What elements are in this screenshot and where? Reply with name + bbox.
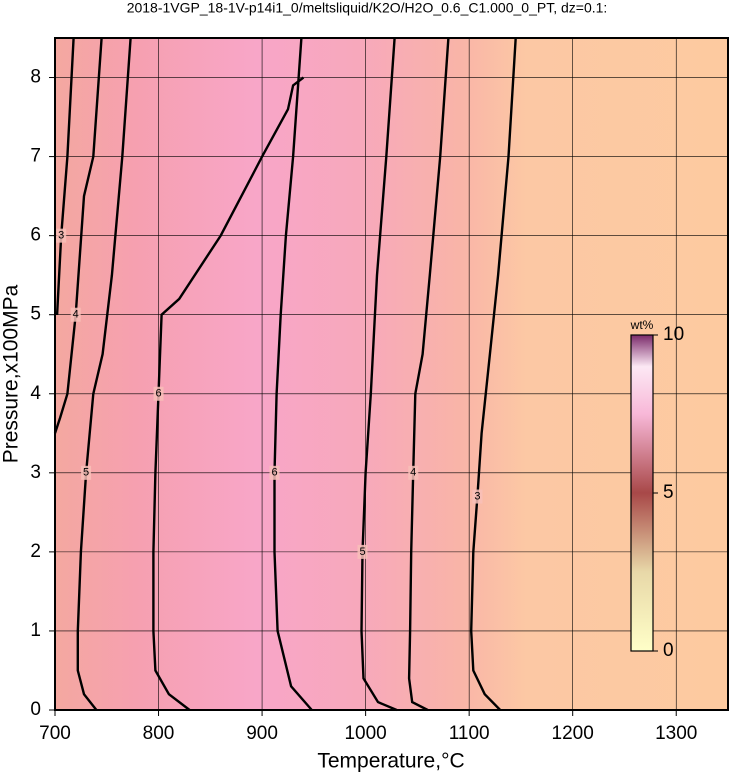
contour-line [55,37,75,315]
contour-line [273,37,313,711]
contour-label: 3 [58,230,64,242]
contour-label: 5 [359,546,365,558]
x-tick-label: 700 [39,723,71,744]
contour-label-bg [56,228,67,243]
x-tick-label: 1000 [344,723,386,744]
contour-label-bg [153,386,164,401]
y-tick-label: 1 [30,620,41,641]
contour-label: 4 [73,309,79,321]
y-tick-label: 0 [30,699,41,720]
x-tick-label: 1100 [449,723,490,744]
contour-label: 3 [474,490,480,502]
contour-label-bg [70,307,81,322]
y-tick-label: 8 [30,67,41,88]
chart-title: 2018-1VGP_18-1V-p14i1_0/meltsliquid/K2O/… [127,0,608,16]
contour-label-bg [408,465,419,480]
x-tick-label: 800 [143,723,175,744]
y-tick-label: 3 [30,462,41,483]
y-tick-label: 4 [30,383,41,404]
y-tick-label: 6 [30,225,41,246]
contour-label-bg [81,465,92,480]
contour-label-bg [472,489,483,504]
colorbar [630,334,654,652]
x-tick-label: 1200 [552,723,594,744]
y-axis-label: Pressure,x100MPa [0,284,23,463]
x-axis-label: Temperature,°C [317,750,464,773]
contour-label: 6 [155,388,161,400]
contour-label: 6 [271,467,277,479]
y-tick-label: 2 [30,541,41,562]
colorbar-tick-label: 5 [663,482,674,503]
colorbar-tick-label: 10 [663,324,684,345]
contour-label-bg [357,544,368,559]
colorbar-label: wt% [630,318,654,332]
y-tick-label: 5 [30,304,41,325]
plot-background [55,38,728,710]
plot-frame [54,37,729,711]
colorbar-tick-label: 0 [663,640,674,661]
contour-line [360,37,398,712]
contour-label: 4 [410,467,416,479]
x-tick-label: 1300 [655,723,697,744]
x-tick-label: 900 [246,723,278,744]
y-tick-label: 7 [30,146,41,167]
contour-line [152,76,305,711]
contour-label-bg [269,465,280,480]
contour-label: 5 [83,467,89,479]
